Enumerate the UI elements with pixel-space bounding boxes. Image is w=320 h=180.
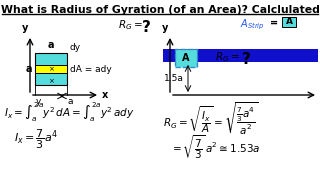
Text: y: y: [162, 23, 168, 33]
Text: 1.5a: 1.5a: [164, 74, 184, 83]
Text: $R_G = \sqrt{\dfrac{I_x}{A}} = \sqrt{\dfrac{\frac{7}{3}a^4}{a^2}}$: $R_G = \sqrt{\dfrac{I_x}{A}} = \sqrt{\df…: [163, 100, 259, 136]
Text: y: y: [35, 97, 41, 106]
Text: =: =: [270, 18, 282, 28]
Text: y: y: [22, 23, 28, 33]
Bar: [282, 17, 296, 27]
Text: a: a: [48, 40, 54, 50]
Text: ?: ?: [142, 20, 151, 35]
Text: ×: ×: [48, 66, 54, 72]
Text: x: x: [102, 90, 108, 100]
Text: $= \sqrt{\dfrac{7}{3}}\,a^2 \cong 1.53a$: $= \sqrt{\dfrac{7}{3}}\,a^2 \cong 1.53a$: [170, 134, 260, 162]
Text: A: A: [285, 17, 292, 26]
Text: $R_G = $: $R_G = $: [118, 18, 143, 32]
Bar: [35, 65, 67, 73]
Text: ×: ×: [48, 78, 54, 84]
Text: a: a: [26, 64, 32, 74]
Text: What is Radius of Gyration (of an Area)? Calclulated: What is Radius of Gyration (of an Area)?…: [1, 5, 319, 15]
Text: a: a: [68, 97, 74, 106]
Text: $R_G = $: $R_G = $: [215, 50, 240, 64]
Text: $I_x = \int_a^{2a} y^2\, dA = \int_a^{2a} y^2\, ady$: $I_x = \int_a^{2a} y^2\, dA = \int_a^{2a…: [4, 100, 135, 124]
Text: dy: dy: [69, 43, 80, 52]
Text: $I_x = \dfrac{7}{3}a^4$: $I_x = \dfrac{7}{3}a^4$: [14, 128, 58, 152]
Text: A: A: [182, 53, 190, 63]
Text: ?: ?: [242, 52, 251, 67]
Bar: [175, 49, 197, 67]
Bar: [163, 49, 318, 62]
Text: dA = ady: dA = ady: [70, 64, 112, 73]
Text: $A_{Strip}$: $A_{Strip}$: [240, 18, 264, 32]
Bar: [35, 53, 67, 85]
